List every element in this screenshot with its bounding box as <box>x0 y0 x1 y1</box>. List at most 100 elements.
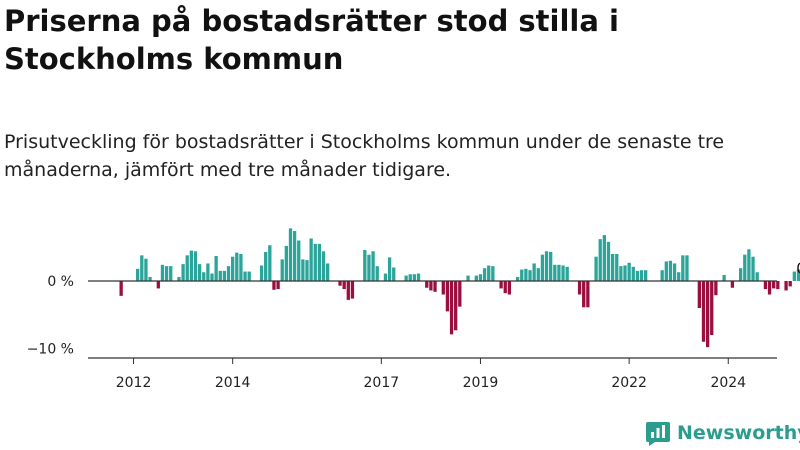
bar <box>268 245 272 281</box>
bar <box>292 231 297 281</box>
x-tick-label: 2012 <box>116 375 152 391</box>
bar <box>788 281 792 287</box>
bar <box>796 269 800 281</box>
bar <box>697 281 701 308</box>
chart-subtitle: Prisutveckling för bostadsrätter i Stock… <box>4 131 725 181</box>
bar <box>540 254 545 281</box>
x-tick-label: 2022 <box>611 375 647 391</box>
bar <box>677 272 681 282</box>
bar <box>160 264 165 281</box>
bar <box>247 271 251 281</box>
bar <box>602 235 607 281</box>
bar <box>181 264 185 282</box>
bar <box>639 270 644 281</box>
bar <box>532 263 536 281</box>
bar <box>363 249 367 281</box>
bar <box>264 251 268 281</box>
bar <box>416 273 421 281</box>
bar <box>210 273 214 281</box>
bar <box>169 266 173 281</box>
bar <box>714 281 718 296</box>
bar <box>288 228 293 281</box>
bar <box>582 281 586 308</box>
bar <box>644 270 648 281</box>
bar <box>231 256 235 281</box>
bar <box>449 281 454 335</box>
y-tick-label: 0 % <box>47 274 74 290</box>
bar <box>705 281 710 348</box>
bar <box>239 254 243 281</box>
last-value-annotation: 0 % <box>796 259 800 277</box>
bar <box>792 271 796 281</box>
y-tick-label: −10 % <box>27 342 74 358</box>
bar <box>627 262 631 281</box>
bar <box>367 254 371 281</box>
bar <box>346 281 350 300</box>
bar <box>144 258 148 281</box>
bar <box>499 281 503 289</box>
bar <box>772 281 776 289</box>
bar <box>202 272 206 282</box>
x-tick-label: 2024 <box>710 375 746 391</box>
bar <box>425 281 429 288</box>
bar <box>739 268 743 281</box>
bar <box>515 276 520 281</box>
brand-name: Newsworthy <box>677 422 800 444</box>
bar <box>561 265 565 281</box>
bar <box>615 254 619 281</box>
bar <box>136 268 140 281</box>
x-tick-label: 2017 <box>364 375 400 391</box>
bar <box>222 270 227 282</box>
bar <box>454 281 458 331</box>
bar <box>297 240 301 281</box>
bar <box>681 255 685 281</box>
bar <box>177 276 181 281</box>
bar <box>503 281 507 294</box>
bar <box>763 281 768 290</box>
bar <box>553 264 557 281</box>
bar <box>478 274 483 281</box>
bar <box>326 263 330 281</box>
bar <box>524 268 528 281</box>
bar <box>392 267 396 281</box>
bar <box>610 254 615 281</box>
bar <box>606 241 611 281</box>
bar <box>445 281 450 312</box>
bar <box>660 270 664 281</box>
bar <box>317 243 322 282</box>
bar <box>338 281 342 286</box>
bar <box>301 259 305 281</box>
bar <box>685 255 689 281</box>
bar <box>375 266 379 281</box>
bar <box>594 256 598 281</box>
bar <box>226 266 231 281</box>
bar <box>482 268 487 281</box>
bar <box>586 281 590 308</box>
bar <box>272 281 276 290</box>
bar <box>412 274 417 281</box>
bar <box>619 266 623 281</box>
newsworthy-logo: Newsworthy <box>645 419 800 447</box>
bar <box>474 275 478 281</box>
bar <box>305 260 309 281</box>
bar <box>544 251 549 281</box>
bar <box>350 281 355 299</box>
bar <box>189 250 194 282</box>
bar <box>668 260 673 281</box>
bar <box>466 275 470 281</box>
bar <box>747 249 751 282</box>
bar <box>371 251 375 281</box>
bar <box>193 251 198 281</box>
bar <box>197 264 202 282</box>
bar <box>701 281 706 342</box>
bar <box>313 243 317 282</box>
bar <box>276 281 280 290</box>
newsworthy-logo-icon <box>646 422 670 446</box>
chart-title: Priserna på bostadsrätter stod stilla i … <box>4 4 619 76</box>
bar <box>140 255 144 281</box>
bar <box>767 281 772 295</box>
bar <box>598 239 602 281</box>
bar <box>730 281 735 288</box>
bar <box>528 270 532 281</box>
